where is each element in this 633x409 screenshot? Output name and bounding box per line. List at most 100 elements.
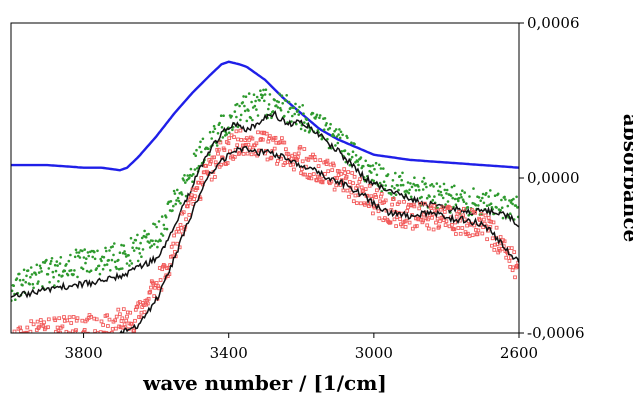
series-3-point-387 — [208, 162, 212, 166]
series-3-point-611 — [29, 319, 34, 324]
series-1-point-205 — [354, 161, 357, 164]
series-1-point-20 — [501, 216, 505, 220]
series-1-point-461 — [149, 239, 153, 242]
series-1-point-2 — [516, 206, 519, 209]
series-3-point-213 — [347, 194, 351, 199]
series-3-point-604 — [34, 328, 39, 332]
series-3-point-73 — [458, 231, 463, 236]
series-1-point-22 — [500, 198, 503, 202]
series-3-point-595 — [42, 320, 46, 325]
y-axis-title: absorbance — [619, 114, 633, 242]
series-3-point-514 — [106, 331, 111, 333]
series-1-point-210 — [350, 141, 353, 144]
series-3-point-276 — [296, 151, 301, 156]
series-3-point-252 — [315, 174, 320, 179]
series-1-point-586 — [49, 259, 53, 263]
series-1-point-288 — [287, 100, 291, 104]
series-1-point-616 — [26, 269, 29, 273]
series-3-point-477 — [136, 301, 141, 306]
series-1-point-270 — [302, 112, 305, 115]
series-1-point-100 — [437, 193, 441, 196]
series-1-point-469 — [143, 229, 146, 233]
series-3-point-315 — [265, 157, 270, 162]
series-1-point-81 — [453, 184, 456, 188]
series-1-point-568 — [64, 264, 67, 267]
series-3-point-410 — [189, 193, 194, 198]
series-3-point-273 — [299, 171, 303, 175]
series-3-point-97 — [439, 215, 444, 220]
series-3-point-134 — [410, 213, 414, 217]
series-1-point-322 — [260, 96, 264, 99]
series-3-point-154 — [394, 224, 398, 228]
series-1-point-169 — [382, 180, 386, 183]
series-1-point-129 — [414, 189, 418, 192]
series-3-point-519 — [102, 331, 107, 333]
series-1-point-269 — [303, 121, 306, 124]
series-1-point-457 — [152, 243, 156, 246]
series-1-point-48 — [479, 199, 483, 202]
series-1-point-234 — [330, 134, 334, 137]
series-3-point-42 — [483, 213, 488, 218]
series-1-point-334 — [251, 118, 254, 122]
series-3-point-59 — [470, 207, 474, 212]
series-3-point-441 — [165, 266, 169, 271]
series-1-point-307 — [272, 98, 276, 101]
series-3-point-542 — [85, 337, 88, 340]
series-3-point-375 — [217, 164, 222, 169]
series-1-point-107 — [432, 185, 435, 188]
series-1-point-244 — [322, 128, 326, 131]
series-1-point-76 — [457, 199, 460, 203]
series-1-point-92 — [444, 203, 447, 206]
series-3-point-149 — [398, 217, 402, 221]
series-1-point-287 — [288, 107, 292, 110]
series-1-point-99 — [438, 185, 442, 188]
series-3-point-9 — [509, 246, 514, 250]
series-3-point-282 — [292, 167, 296, 172]
series-3-point-432 — [172, 233, 176, 238]
series-1-point-313 — [267, 103, 271, 106]
series-3-point-424 — [178, 223, 183, 227]
series-1-point-447 — [160, 215, 164, 218]
series-3-point-592 — [45, 341, 48, 344]
series-1-point-147 — [400, 178, 404, 182]
series-3-point-505 — [114, 326, 118, 331]
series-1-point-236 — [329, 122, 332, 126]
series-1-point-537 — [89, 250, 92, 254]
series-3-point-206 — [352, 174, 357, 179]
series-3-point-449 — [158, 278, 163, 282]
series-1-point-430 — [174, 202, 177, 206]
series-3-point-310 — [269, 155, 274, 160]
plot-frame — [10, 22, 520, 334]
series-1-point-326 — [257, 98, 261, 102]
series-3-point-521 — [101, 323, 105, 327]
series-3-point-580 — [54, 329, 58, 333]
series-1-point-455 — [154, 239, 158, 243]
series-1-point-495 — [122, 244, 126, 247]
series-1-point-345 — [242, 95, 245, 98]
series-3-point-614 — [28, 340, 31, 343]
series-1-point-538 — [88, 270, 91, 274]
series-1-point-131 — [413, 176, 416, 179]
series-3-point-620 — [22, 331, 26, 333]
series-1-point-540 — [86, 251, 90, 254]
series-3-point-472 — [140, 305, 145, 309]
series-3-point-600 — [39, 335, 42, 338]
series-3-point-407 — [192, 197, 196, 201]
series-3-point-335 — [249, 152, 254, 157]
series-1-point-69 — [462, 200, 466, 203]
series-1-point-302 — [276, 106, 280, 109]
series-3-point-469 — [142, 310, 147, 315]
series-1-point-124 — [418, 196, 422, 200]
series-3-point-509 — [110, 327, 115, 331]
series-1-point-330 — [254, 99, 257, 103]
series-3-point-183 — [371, 211, 375, 216]
series-1-point-175 — [378, 163, 381, 167]
series-1-point-289 — [287, 110, 290, 114]
series-3-point-196 — [360, 189, 365, 194]
series-1-point-62 — [468, 195, 471, 198]
series-3-point-607 — [33, 340, 36, 343]
ticks-layer: 3800 3400 3000 2600 0,0006 0,0000 -0,0006 — [64, 14, 584, 362]
series-1-point-78 — [455, 193, 459, 196]
series-1-point-340 — [246, 108, 249, 111]
series-3-point-179 — [374, 195, 378, 199]
